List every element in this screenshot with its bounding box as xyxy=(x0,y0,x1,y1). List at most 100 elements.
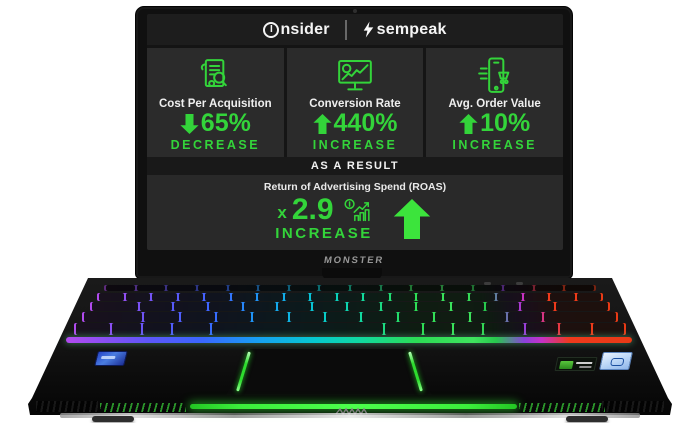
roas-up-arrow-icon xyxy=(393,198,430,239)
insider-wordmark: nsider xyxy=(280,20,330,38)
keyboard-key xyxy=(470,293,495,301)
keyboard-key xyxy=(289,285,319,291)
laptop-screen: I nsider sempeak xyxy=(147,14,563,250)
roas-value: x 2.9 xyxy=(277,195,370,225)
insider-logo: I nsider xyxy=(263,21,329,39)
bezel-brand-monster: MONSTER xyxy=(323,255,385,266)
intel-badge xyxy=(599,352,633,370)
keyboard-key xyxy=(228,285,258,291)
keyboard-key xyxy=(243,302,277,311)
keyboard-light-strip xyxy=(66,337,632,343)
keyboard-key xyxy=(144,312,179,322)
keyboard-key xyxy=(486,302,520,311)
keyboard-key xyxy=(320,285,349,291)
laptop-lid: I nsider sempeak xyxy=(135,6,573,280)
ground-reflection xyxy=(60,413,640,418)
keyboard-key xyxy=(550,293,575,301)
front-vent-right xyxy=(602,401,664,412)
keyboard-key xyxy=(351,285,380,291)
keyboard-key xyxy=(398,312,433,322)
stat-label: Conversion Rate xyxy=(309,98,401,110)
keyboard-key xyxy=(471,312,506,322)
trackpad xyxy=(226,349,432,395)
keyboard-key xyxy=(136,285,166,291)
result-banner: AS A RESULT xyxy=(147,157,563,175)
down-arrow-icon xyxy=(180,113,199,134)
stat-change: INCREASE xyxy=(452,137,537,152)
rgb-keyboard xyxy=(70,285,630,343)
stat-value: 10% xyxy=(459,110,530,137)
keyboard-key xyxy=(384,323,422,335)
keyboard-key xyxy=(92,302,138,311)
keyboard-row xyxy=(90,302,610,311)
sempeak-wordmark: sempeak xyxy=(376,20,447,38)
monitor-chart-icon xyxy=(334,55,376,97)
front-light-bar xyxy=(190,404,517,409)
keyboard-key xyxy=(209,302,242,311)
keyboard-key xyxy=(211,323,383,335)
keyboard-key xyxy=(178,293,204,301)
stat-panel-aov: Avg. Order Value 10% INCREASE xyxy=(426,48,563,157)
keyboard-key xyxy=(521,302,554,311)
keyboard-key xyxy=(284,293,310,301)
keyboard-key xyxy=(125,293,151,301)
stat-panel-cr: Conversion Rate 440% INCREASE xyxy=(286,48,424,157)
keyboard-key xyxy=(534,285,564,291)
keyboard-key xyxy=(112,323,141,335)
keyboard-key xyxy=(526,323,558,335)
keyboard-key xyxy=(258,293,283,301)
keyboard-key xyxy=(106,285,135,291)
keyboard-row xyxy=(82,312,618,322)
roas-label: Return of Advertising Spend (ROAS) xyxy=(263,181,447,193)
keyboard-key xyxy=(197,285,227,291)
keyboard-key xyxy=(443,293,469,301)
keyboard-row xyxy=(97,293,603,301)
keyboard-key xyxy=(325,312,361,322)
keyboard-key xyxy=(559,323,591,335)
stat-label: Avg. Order Value xyxy=(448,98,541,110)
keyboard-key xyxy=(205,293,230,301)
stat-change: DECREASE xyxy=(170,137,261,152)
lightning-bolt-icon xyxy=(363,21,373,38)
keyboard-key xyxy=(390,293,416,301)
keyboard-key xyxy=(451,302,485,311)
keyboard-key xyxy=(423,323,452,335)
screen-header: I nsider sempeak xyxy=(147,14,563,48)
front-green-hatch-right xyxy=(519,403,605,412)
keyboard-key xyxy=(259,285,288,291)
keyboard-key xyxy=(543,312,617,322)
stat-value: 440% xyxy=(312,110,397,137)
keyboard-key xyxy=(347,302,381,311)
keyboard-key xyxy=(576,293,602,301)
intel-evo-badge xyxy=(94,351,128,366)
status-led xyxy=(516,282,523,285)
keyboard-key xyxy=(139,302,173,311)
keyboard-key xyxy=(496,293,522,301)
front-vent-left xyxy=(36,401,98,412)
keyboard-key xyxy=(565,285,594,291)
stat-label: Cost Per Acquisition xyxy=(158,98,272,110)
keyboard-key xyxy=(278,302,312,311)
stat-panel-cpa: Cost Per Acquisition 65% DECREASE xyxy=(147,48,284,157)
cost-analysis-icon xyxy=(195,55,235,97)
keyboard-key xyxy=(311,293,336,301)
keyboard-key xyxy=(174,302,208,311)
keyboard-key xyxy=(504,285,533,291)
keyboard-key xyxy=(453,323,483,335)
keyboard-row xyxy=(74,323,626,335)
keyboard-key xyxy=(84,312,143,322)
geforce-rtx-badge xyxy=(554,357,598,371)
keyboard-key xyxy=(217,312,252,322)
keyboard-row xyxy=(104,285,596,291)
keyboard-key xyxy=(152,293,177,301)
roas-change: INCREASE xyxy=(275,225,373,242)
front-green-hatch-left xyxy=(100,403,186,412)
stat-change: INCREASE xyxy=(312,137,398,152)
foot-right xyxy=(566,416,608,422)
keyboard-key xyxy=(484,323,525,335)
front-monster-logo xyxy=(335,407,368,416)
keyboard-key xyxy=(253,312,288,322)
mobile-cart-icon xyxy=(475,55,515,97)
keyboard-key xyxy=(442,285,472,291)
